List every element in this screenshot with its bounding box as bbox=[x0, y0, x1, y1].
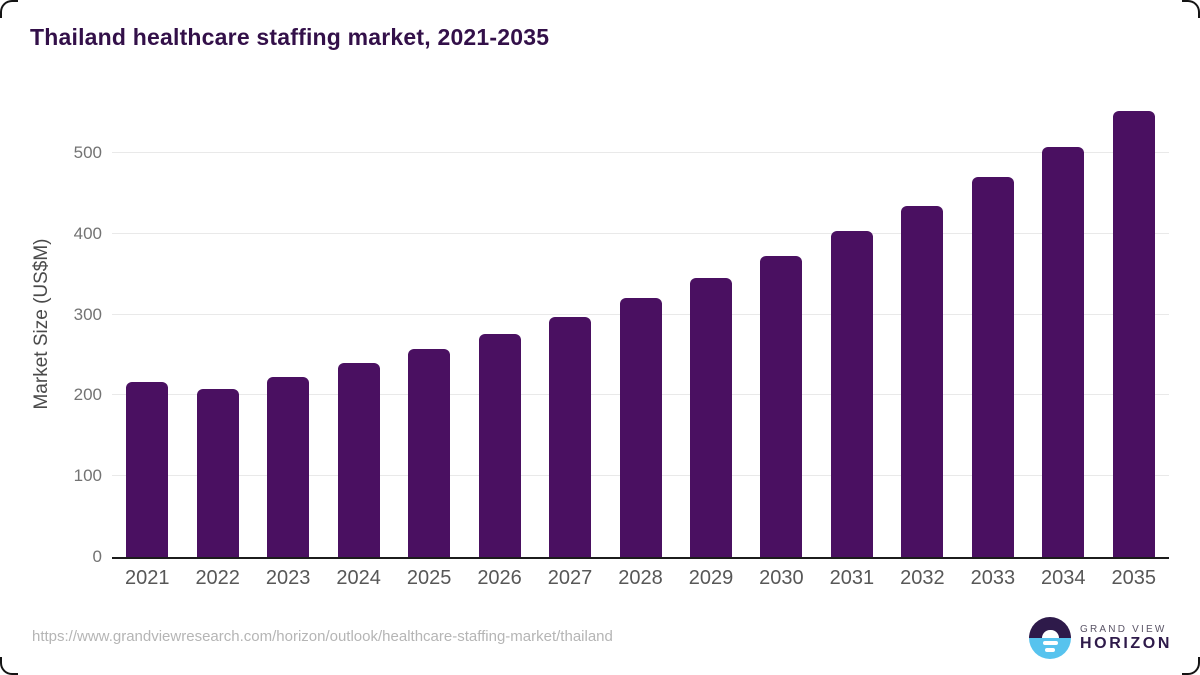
chart-title: Thailand healthcare staffing market, 202… bbox=[30, 24, 550, 50]
bar-2024 bbox=[337, 363, 380, 557]
x-tick-label-2031: 2031 bbox=[829, 567, 875, 589]
footer: https://www.grandviewresearch.com/horizo… bbox=[0, 615, 1200, 675]
sunrise-logo-icon bbox=[1029, 617, 1072, 659]
logo-brand-name: GRAND VIEW bbox=[1080, 623, 1167, 635]
x-axis-tick-labels: 2021 2022 2023 2024 2025 2026 2027 2028 2029 2030… bbox=[112, 567, 1169, 595]
bar-2026 bbox=[478, 334, 521, 557]
bar-2022 bbox=[196, 388, 239, 557]
sun-shape bbox=[1041, 629, 1059, 638]
bar-2032 bbox=[901, 205, 944, 557]
x-axis-line bbox=[112, 557, 1169, 559]
bar-2027 bbox=[549, 317, 592, 557]
x-tick-label-2025: 2025 bbox=[406, 567, 452, 589]
x-tick-label-2023: 2023 bbox=[265, 567, 311, 589]
bar-2031 bbox=[830, 231, 873, 557]
y-axis-tick-labels: 0 100 200 300 400 500 bbox=[38, 100, 102, 566]
y-tick-label-100: 100 bbox=[73, 466, 102, 486]
rounded-corner-top-left bbox=[0, 0, 18, 18]
x-tick-label-2033: 2033 bbox=[970, 567, 1016, 589]
x-tick-label-2034: 2034 bbox=[1041, 567, 1086, 589]
y-tick-label-0: 0 bbox=[92, 547, 102, 566]
source-url: https://www.grandviewresearch.com/horizo… bbox=[32, 628, 613, 645]
bar-2021 bbox=[126, 382, 169, 557]
bar-2030 bbox=[760, 256, 803, 557]
x-tick-label-2027: 2027 bbox=[547, 567, 593, 589]
x-tick-label-2029: 2029 bbox=[688, 567, 734, 589]
bar-2035 bbox=[1112, 110, 1155, 557]
x-tick-label-2022: 2022 bbox=[195, 567, 240, 589]
logo-text: GRAND VIEW HORIZON bbox=[1080, 624, 1172, 653]
plot-area bbox=[112, 100, 1169, 557]
rounded-corner-top-right bbox=[1182, 0, 1200, 18]
y-tick-label-500: 500 bbox=[73, 143, 102, 162]
bar-2028 bbox=[619, 298, 662, 557]
grand-view-horizon-logo: GRAND VIEW HORIZON bbox=[1029, 617, 1172, 659]
bar-2034 bbox=[1042, 146, 1085, 557]
bar-2023 bbox=[267, 376, 310, 557]
bar-2025 bbox=[408, 349, 451, 557]
y-tick-label-300: 300 bbox=[73, 304, 102, 324]
x-tick-label-2035: 2035 bbox=[1111, 567, 1157, 589]
x-tick-label-2024: 2024 bbox=[336, 567, 381, 589]
bar-2033 bbox=[971, 177, 1014, 557]
x-tick-label-2032: 2032 bbox=[900, 567, 945, 589]
bar-2029 bbox=[689, 278, 732, 557]
x-tick-label-2021: 2021 bbox=[124, 567, 170, 589]
x-tick-label-2030: 2030 bbox=[759, 567, 804, 589]
x-tick-label-2028: 2028 bbox=[618, 567, 663, 589]
y-tick-label-400: 400 bbox=[73, 223, 102, 243]
x-tick-label-2026: 2026 bbox=[477, 567, 522, 589]
gridline-400 bbox=[112, 232, 1169, 234]
sun-reflection-stripe bbox=[1042, 641, 1058, 645]
sun-reflection-stripe bbox=[1045, 648, 1056, 652]
y-tick-label-200: 200 bbox=[73, 385, 102, 405]
logo-product-name: HORIZON bbox=[1080, 634, 1172, 652]
gridline-500 bbox=[112, 152, 1169, 153]
